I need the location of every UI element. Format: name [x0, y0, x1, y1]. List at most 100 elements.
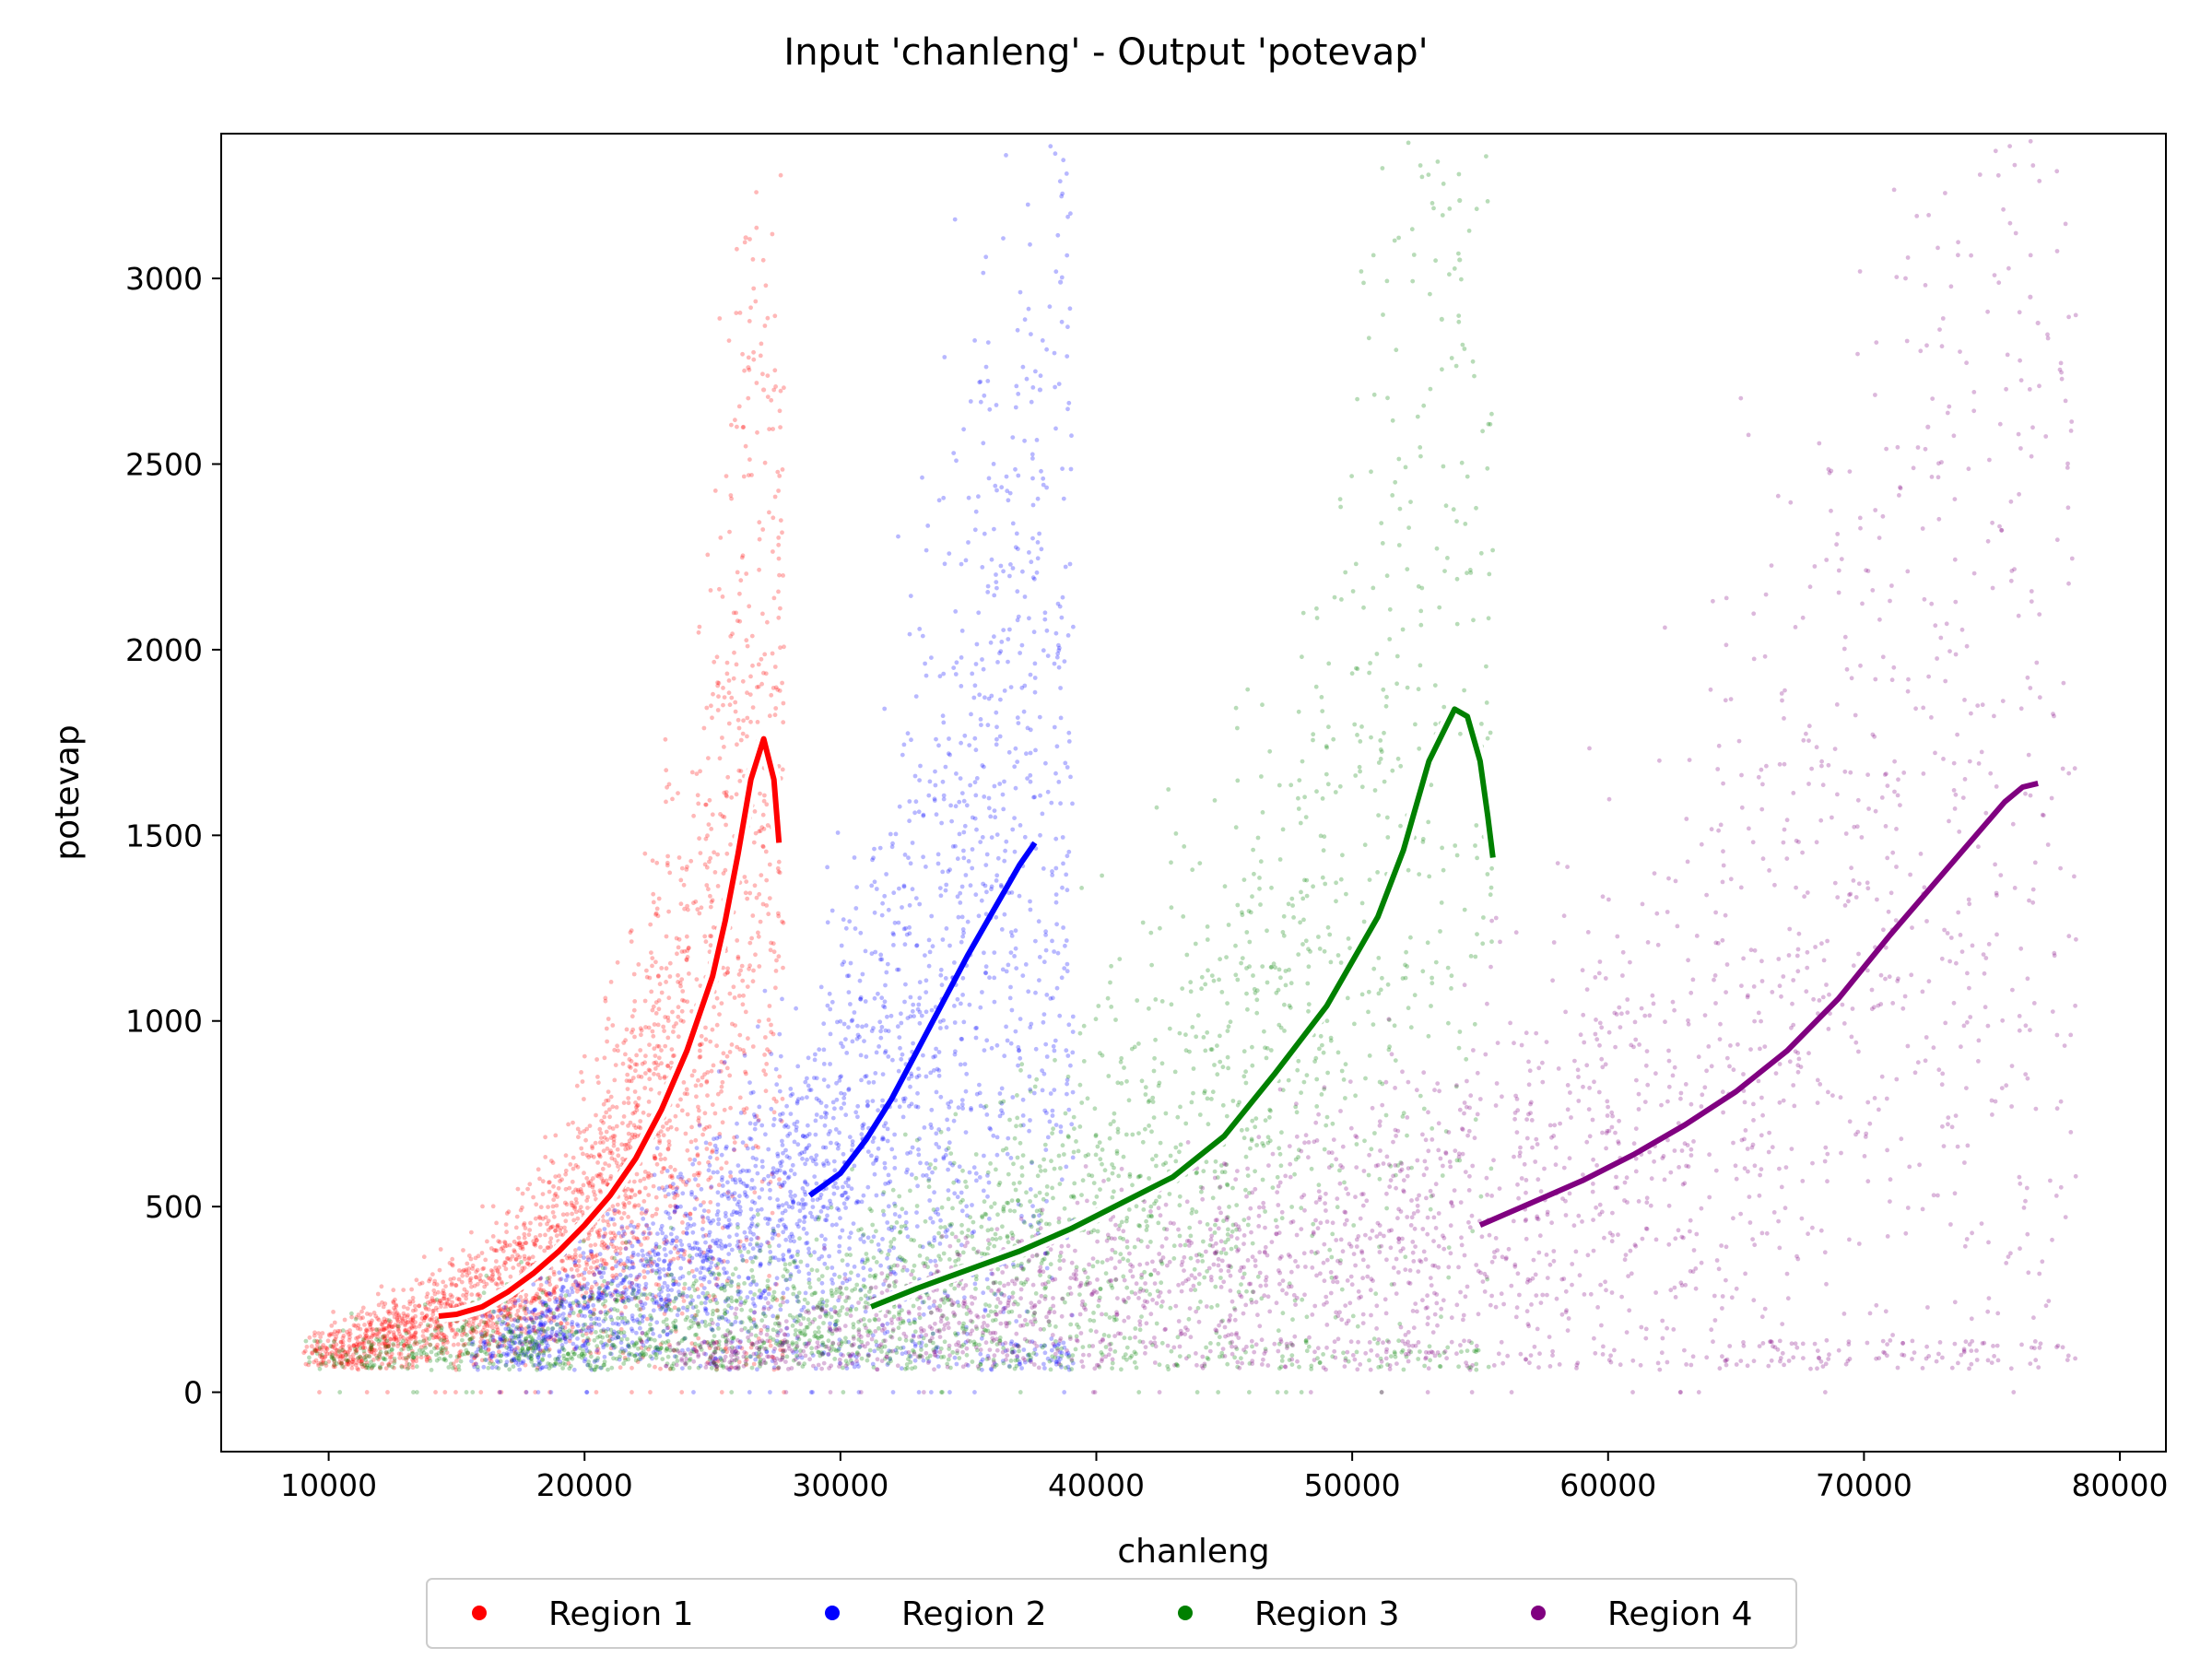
data-point — [832, 1168, 838, 1173]
data-point — [347, 1335, 352, 1340]
data-point — [420, 1334, 426, 1338]
data-point — [1028, 750, 1033, 756]
data-point — [710, 715, 714, 721]
data-point — [767, 896, 772, 900]
data-point — [728, 841, 733, 847]
data-point — [855, 1114, 860, 1120]
data-point — [776, 913, 782, 919]
data-point — [714, 1212, 720, 1218]
data-point — [340, 1339, 346, 1345]
data-point — [1066, 1022, 1072, 1028]
data-point — [937, 1241, 943, 1246]
data-point — [886, 1054, 891, 1059]
data-point — [556, 1303, 561, 1309]
data-point — [741, 993, 746, 998]
data-point — [748, 1345, 754, 1350]
data-point — [429, 1296, 435, 1300]
data-point — [653, 1282, 659, 1287]
data-point — [387, 1309, 392, 1314]
data-point — [1029, 559, 1034, 565]
data-point — [397, 1332, 402, 1336]
data-point — [769, 1030, 774, 1035]
data-point — [744, 1071, 748, 1077]
data-point — [575, 1288, 580, 1294]
data-point — [753, 830, 759, 836]
data-point — [629, 1365, 634, 1371]
data-point — [553, 1300, 558, 1304]
data-point — [686, 945, 691, 950]
data-point — [427, 1317, 432, 1322]
data-point — [967, 1002, 972, 1007]
data-point — [813, 1132, 818, 1137]
data-point — [689, 1190, 694, 1194]
data-point — [929, 913, 935, 919]
data-point — [959, 684, 964, 688]
data-point — [771, 1123, 776, 1128]
data-point — [767, 510, 771, 515]
data-point — [992, 808, 997, 813]
data-point — [994, 832, 1000, 837]
data-point — [724, 1053, 730, 1059]
data-point — [772, 313, 778, 319]
data-point — [363, 1355, 368, 1359]
data-point — [530, 1318, 535, 1323]
data-point — [547, 1297, 552, 1302]
data-point — [586, 1257, 591, 1263]
data-point — [654, 1043, 660, 1049]
data-point — [641, 1275, 647, 1280]
data-point — [500, 1343, 505, 1348]
data-point — [448, 1303, 453, 1309]
data-point — [768, 1250, 773, 1254]
data-point — [405, 1336, 410, 1341]
data-point — [655, 1072, 661, 1077]
data-point — [632, 1135, 637, 1140]
data-point — [632, 1110, 638, 1115]
data-point — [628, 930, 633, 935]
data-point — [461, 1293, 465, 1298]
data-point — [959, 629, 965, 633]
data-point — [338, 1360, 344, 1366]
data-point — [735, 424, 739, 429]
data-point — [555, 1224, 560, 1229]
data-point — [913, 896, 919, 900]
data-point — [681, 882, 687, 888]
data-point — [926, 793, 932, 798]
data-point — [632, 1203, 638, 1208]
data-point — [536, 1332, 542, 1337]
data-point — [636, 1287, 641, 1291]
data-point — [487, 1341, 492, 1347]
data-point — [522, 1308, 527, 1312]
data-point — [407, 1299, 412, 1304]
data-point — [472, 1355, 477, 1360]
data-point — [785, 1175, 791, 1181]
data-point — [1002, 779, 1006, 784]
data-point — [698, 851, 703, 855]
data-point — [885, 961, 890, 967]
data-point — [840, 1228, 845, 1233]
data-point — [477, 1277, 482, 1282]
data-point — [771, 1365, 777, 1371]
data-point — [917, 778, 922, 782]
data-point — [772, 494, 778, 500]
data-point — [648, 1087, 653, 1092]
data-point — [903, 982, 908, 987]
data-point — [1048, 1091, 1053, 1096]
data-point — [678, 1265, 684, 1271]
data-point — [641, 1199, 647, 1204]
data-point — [417, 1303, 422, 1309]
data-point — [622, 1202, 628, 1207]
data-point — [605, 1146, 610, 1151]
data-point — [559, 1321, 563, 1326]
data-point — [720, 1120, 725, 1125]
data-point — [474, 1329, 479, 1335]
data-point — [954, 771, 959, 776]
data-point — [735, 717, 741, 723]
data-point — [676, 1103, 680, 1109]
data-point — [624, 1078, 629, 1083]
data-point — [1054, 654, 1060, 660]
data-point — [1041, 648, 1046, 653]
data-point — [762, 988, 768, 994]
data-point — [649, 950, 653, 955]
data-point — [782, 644, 786, 650]
data-point — [634, 1282, 640, 1288]
